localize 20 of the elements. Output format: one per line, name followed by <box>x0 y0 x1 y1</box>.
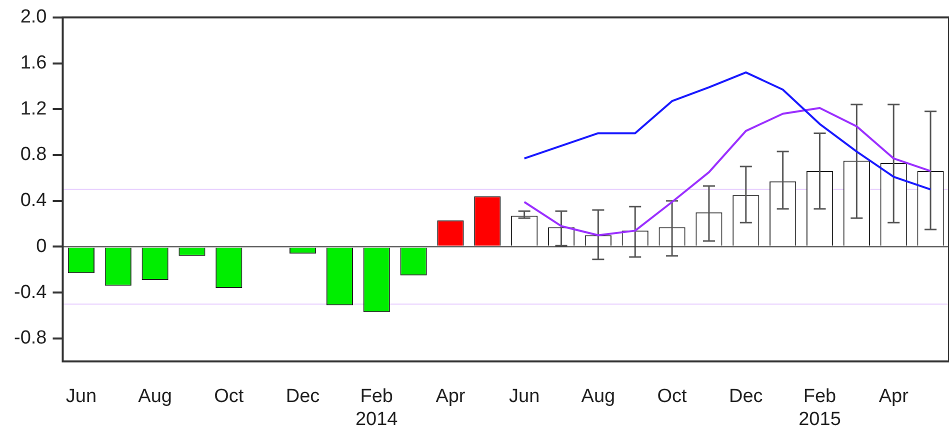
x-tick-label: Aug <box>138 386 172 408</box>
y-tick-label: 1.6 <box>20 52 47 74</box>
x-tick-label: Feb 2015 <box>798 386 841 430</box>
y-tick-label: 0.8 <box>20 144 47 166</box>
y-tick-label: 0 <box>36 236 47 257</box>
x-tick-label: Oct <box>657 386 688 408</box>
x-tick-label: Dec <box>286 386 320 408</box>
y-tick-label: -0.4 <box>14 282 48 303</box>
x-tick-label: Aug <box>581 386 616 408</box>
y-tick-label: -0.8 <box>14 328 47 349</box>
y-tick-label: 0.4 <box>20 190 48 212</box>
x-tick-label: Apr <box>878 386 910 408</box>
x-tick-label: Jun <box>509 386 540 408</box>
x-tick-label: Dec <box>729 386 763 408</box>
x-tick-label: Apr <box>436 386 466 408</box>
y-tick-label: 2.0 <box>20 6 47 28</box>
x-tick-label: Oct <box>214 386 244 408</box>
y-tick-label: 1.2 <box>20 98 47 120</box>
x-tick-label: Jun <box>66 386 97 408</box>
x-tick-label: Feb 2014 <box>355 386 398 430</box>
